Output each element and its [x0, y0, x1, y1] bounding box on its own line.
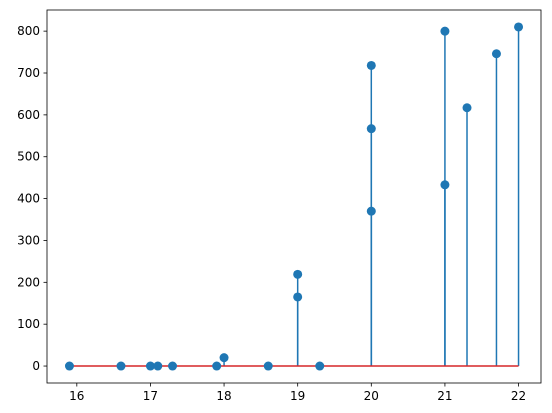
y-tick-label: 600 [17, 108, 40, 122]
y-tick-label: 100 [17, 317, 40, 331]
marker [462, 103, 472, 113]
marker [293, 292, 303, 302]
x-tick-label: 20 [364, 389, 379, 403]
x-tick-label: 21 [437, 389, 452, 403]
y-tick-label: 200 [17, 275, 40, 289]
marker [440, 180, 450, 190]
y-tick-label: 700 [17, 66, 40, 80]
x-tick-label: 22 [511, 389, 526, 403]
y-tick-label: 0 [32, 359, 40, 373]
marker [315, 361, 325, 371]
marker [145, 361, 155, 371]
x-tick-label: 17 [143, 389, 158, 403]
marker [116, 361, 126, 371]
marker [491, 49, 501, 59]
x-tick-label: 19 [290, 389, 305, 403]
marker [366, 206, 376, 216]
marker [219, 353, 229, 363]
marker [263, 361, 273, 371]
y-tick-label: 500 [17, 150, 40, 164]
marker [366, 60, 376, 70]
x-tick-label: 16 [69, 389, 84, 403]
marker [293, 269, 303, 279]
marker [440, 26, 450, 36]
marker [168, 361, 178, 371]
axes-frame [46, 9, 542, 384]
marker [153, 361, 163, 371]
x-tick-label: 18 [216, 389, 231, 403]
y-tick-label: 800 [17, 24, 40, 38]
marker [212, 361, 222, 371]
marker [366, 124, 376, 134]
marker [514, 22, 524, 32]
marker [64, 361, 74, 371]
y-tick-label: 300 [17, 233, 40, 247]
y-tick-label: 400 [17, 192, 40, 206]
